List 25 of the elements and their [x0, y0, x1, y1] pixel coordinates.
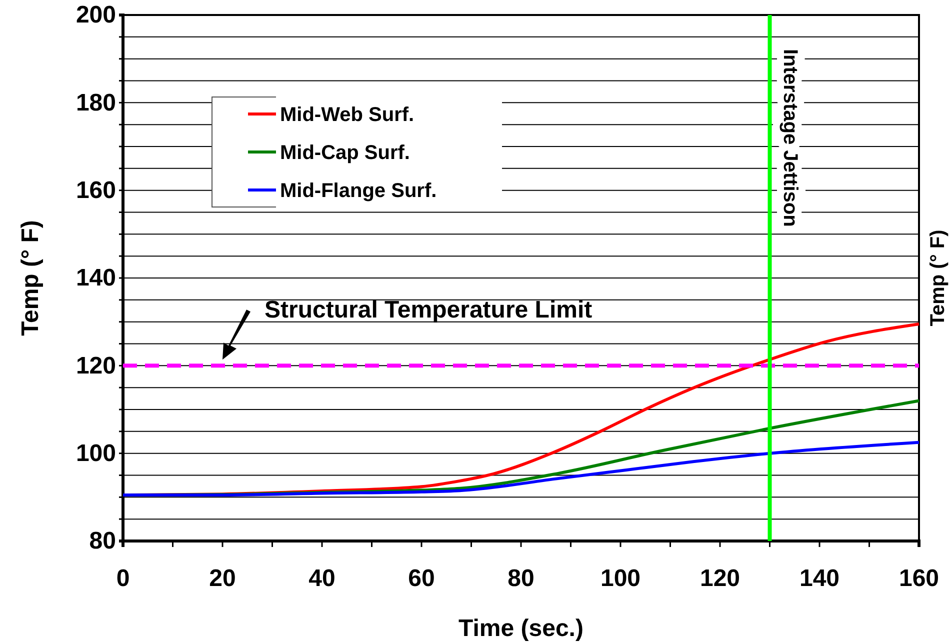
- y-tick-label: 160: [76, 177, 116, 204]
- y-tick-label: 140: [76, 264, 116, 292]
- y2-axis-title: Temp (° F): [927, 230, 949, 326]
- x-tick-label: 100: [600, 565, 641, 592]
- y-tick-label: 120: [76, 352, 116, 380]
- legend-label: Mid-Web Surf.: [280, 104, 414, 126]
- x-tick-label: 20: [209, 565, 236, 592]
- y-tick-label: 100: [76, 440, 116, 468]
- y-tick-label: 200: [76, 2, 116, 29]
- x-tick-label: 60: [408, 565, 435, 592]
- x-axis-title: Time (sec.): [458, 615, 584, 642]
- y-tick-label: 180: [76, 89, 116, 116]
- x-tick-label: 140: [799, 565, 840, 592]
- legend-label: Mid-Flange Surf.: [280, 180, 437, 202]
- x-tick-label: 160: [898, 565, 940, 592]
- y-axis-title: Temp (° F): [17, 220, 44, 336]
- x-tick-label: 0: [116, 565, 130, 592]
- x-tick-label: 40: [308, 565, 336, 592]
- ref-line-label: Structural Temperature Limit: [264, 296, 592, 324]
- x-tick-label: 120: [700, 565, 740, 592]
- legend-label: Mid-Cap Surf.: [280, 142, 410, 164]
- y-tick-label: 80: [89, 528, 116, 555]
- x-tick-label: 80: [508, 565, 534, 592]
- ref-line-label: Interstage Jettison: [778, 49, 801, 227]
- line-series: [122, 440, 920, 496]
